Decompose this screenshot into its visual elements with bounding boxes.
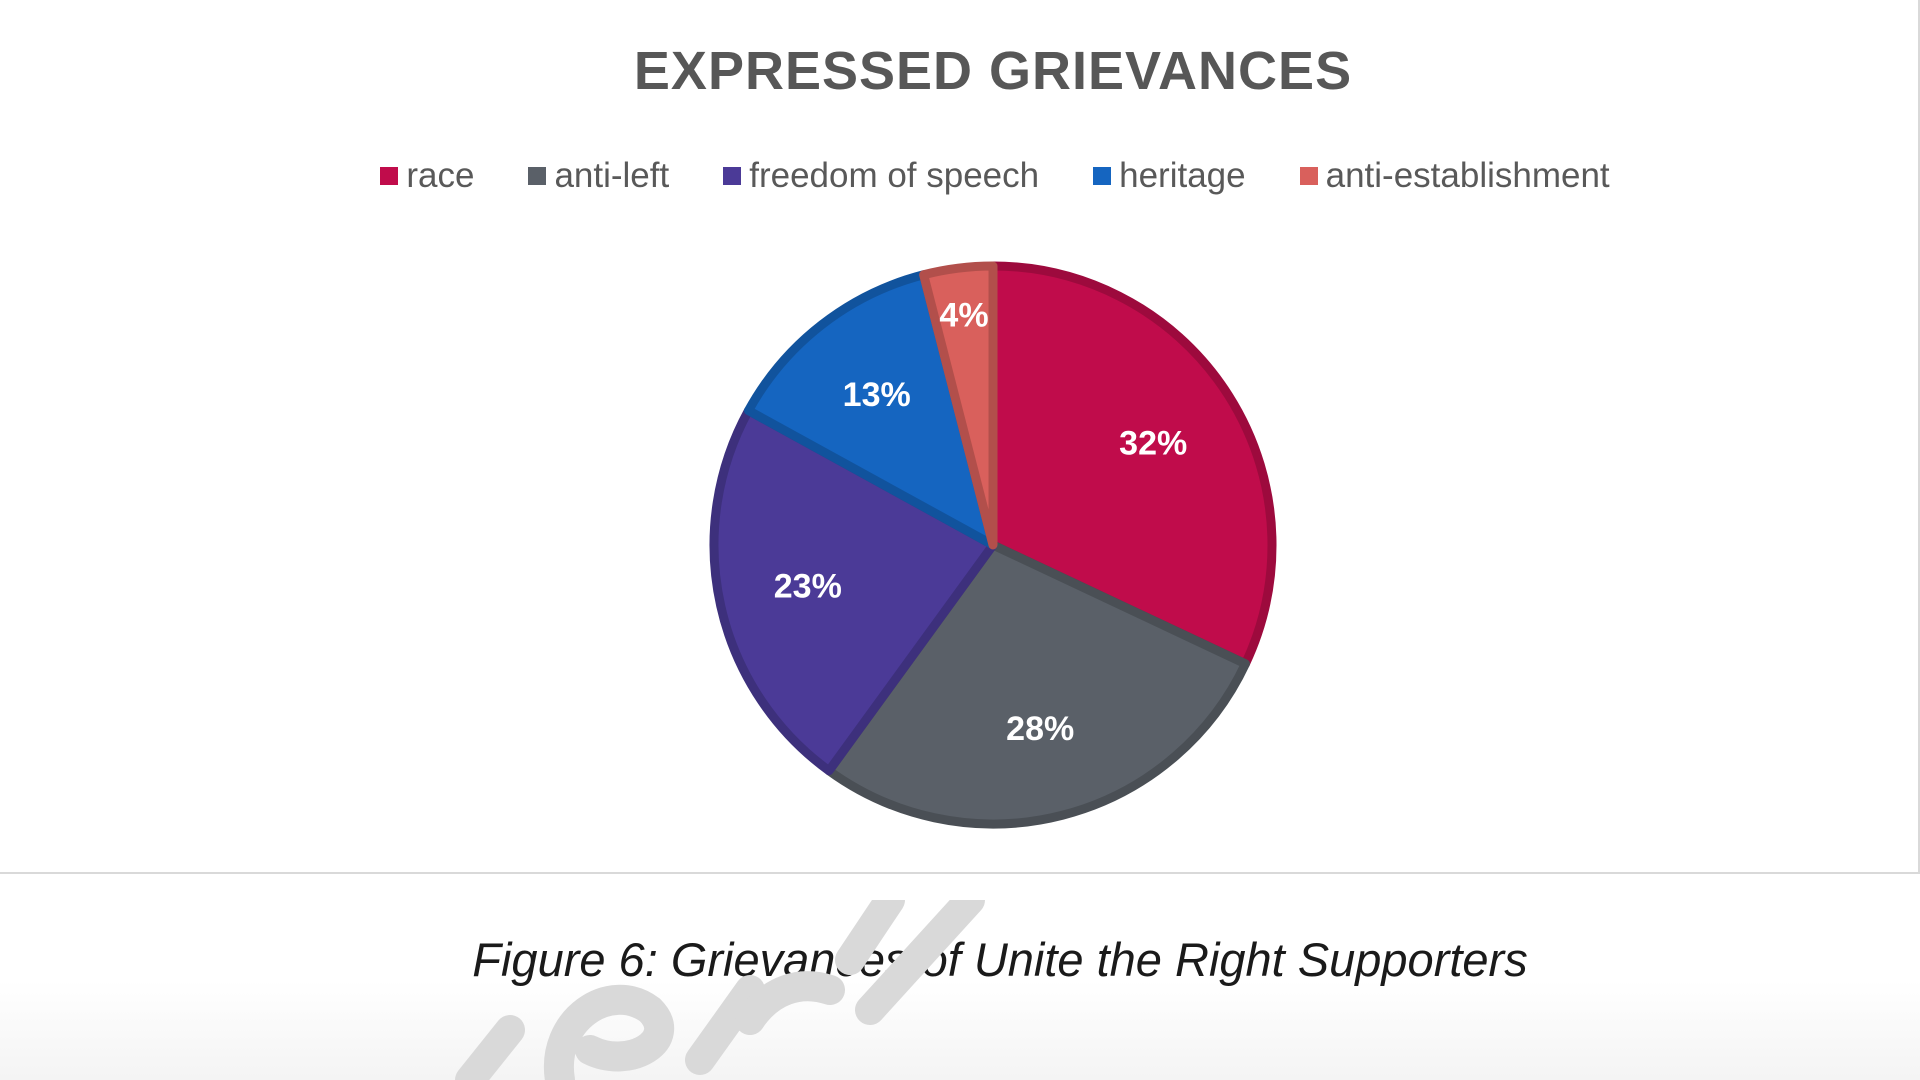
pie-slice-freedom-of-speech [709,406,998,776]
pie-chart: 32% 28% 23% 13% 4% [709,261,1277,829]
legend-swatch [380,167,399,185]
pie-data-label: 28% [1006,710,1074,748]
legend-swatch [1093,167,1112,185]
legend-label: anti-establishment [1325,156,1610,195]
legend: race anti-left freedom of speech heritage an… [0,156,1920,196]
chart-title: EXPRESSED GRIEVANCES [633,41,1353,101]
pie-slice-heritage [744,270,998,550]
legend-swatch [1299,167,1318,185]
pie-data-label: 4% [939,296,988,334]
figure-caption: Figure 6: Grievances of Unite the Right … [472,933,1528,986]
pie-slice-race [988,261,1277,669]
pie-data-label: 23% [774,567,842,605]
pie-slice-anti-left [824,540,1250,829]
legend-item: race [380,156,474,196]
legend-swatch [528,167,547,185]
pie-data-label: 32% [1119,424,1187,462]
legend-label: freedom of speech [749,156,1040,195]
legend-label: anti-left [554,156,670,195]
legend-item: freedom of speech [723,156,1039,196]
legend-item: anti-establishment [1299,156,1610,196]
legend-label: heritage [1119,156,1246,195]
legend-swatch [723,167,742,185]
pie-data-label: 13% [843,376,911,414]
legend-label: race [406,156,475,195]
legend-item: anti-left [528,156,669,196]
watermark-graphic [450,900,1010,1080]
legend-item: heritage [1093,156,1246,196]
pie-slice-anti-establishment [919,261,998,550]
